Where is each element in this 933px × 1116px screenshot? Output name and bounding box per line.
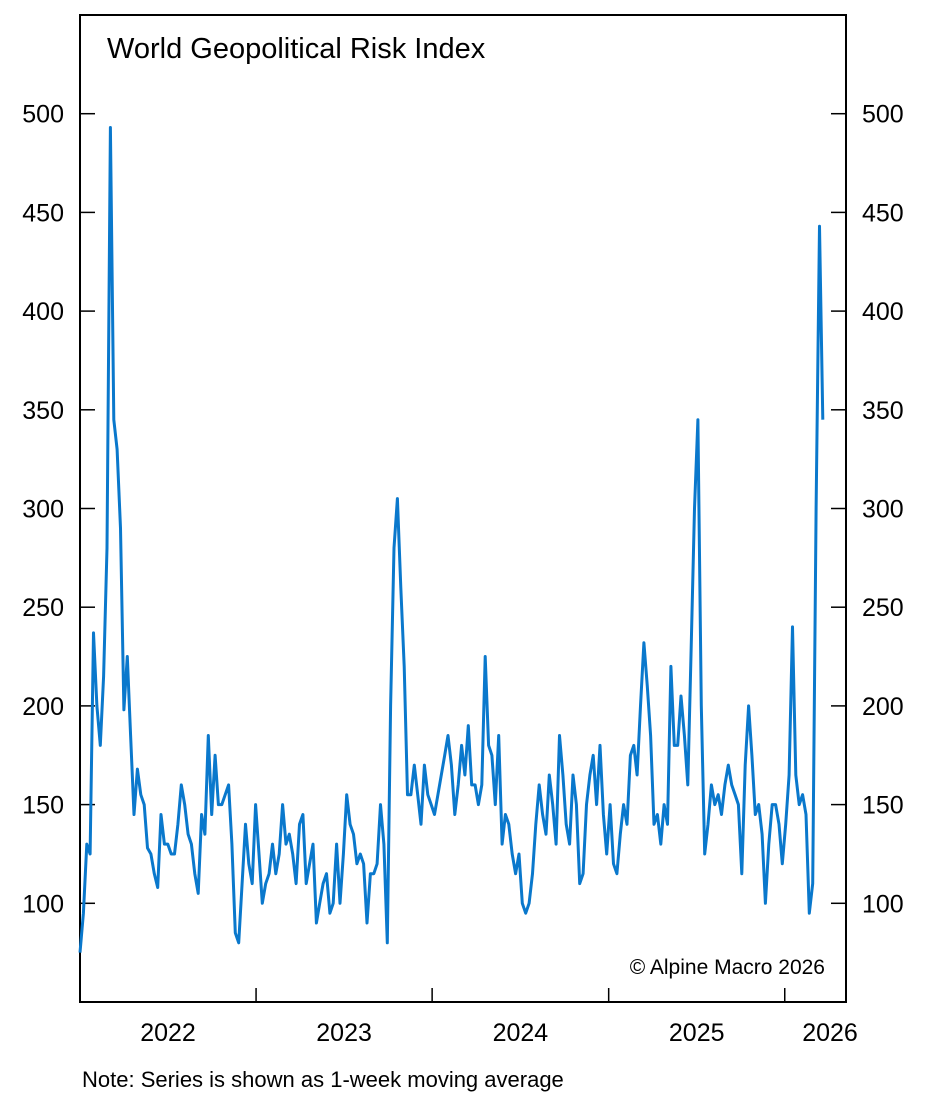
y-tick-label-right: 300	[862, 496, 904, 524]
y-tick-label-left: 400	[22, 298, 64, 326]
x-tick-label: 2024	[493, 1019, 549, 1047]
x-axis: 2022 2023 2024 2025 2026	[140, 988, 858, 1047]
y-axis-left: 100 150 200 250 300 350 400 450 500	[22, 101, 95, 918]
series-line	[78, 126, 825, 953]
y-tick-label-right: 200	[862, 693, 904, 721]
x-tick-label: 2023	[316, 1019, 372, 1047]
y-tick-label-right: 450	[862, 199, 904, 227]
copyright-annotation: © Alpine Macro 2026	[630, 956, 825, 979]
y-tick-label-left: 250	[22, 594, 64, 622]
chart-title: World Geopolitical Risk Index	[107, 33, 486, 65]
x-tick-label: 2025	[669, 1019, 725, 1047]
y-tick-label-left: 500	[22, 101, 64, 129]
y-tick-label-right: 500	[862, 101, 904, 129]
y-tick-label-left: 350	[22, 397, 64, 425]
y-axis-right: 100 150 200 250 300 350 400 450 500	[831, 101, 904, 918]
x-tick-label: 2026	[802, 1019, 858, 1047]
y-tick-label-right: 250	[862, 594, 904, 622]
y-tick-label-left: 200	[22, 693, 64, 721]
chart-note: Note: Series is shown as 1-week moving a…	[82, 1067, 564, 1092]
y-tick-label-left: 150	[22, 792, 64, 820]
y-tick-label-right: 150	[862, 792, 904, 820]
plot-frame	[79, 14, 847, 1003]
y-tick-label-left: 100	[22, 890, 64, 918]
y-tick-label-left: 450	[22, 199, 64, 227]
y-tick-label-left: 300	[22, 496, 64, 524]
y-tick-label-right: 100	[862, 890, 904, 918]
x-tick-label: 2022	[140, 1019, 196, 1047]
y-tick-label-right: 400	[862, 298, 904, 326]
y-tick-label-right: 350	[862, 397, 904, 425]
